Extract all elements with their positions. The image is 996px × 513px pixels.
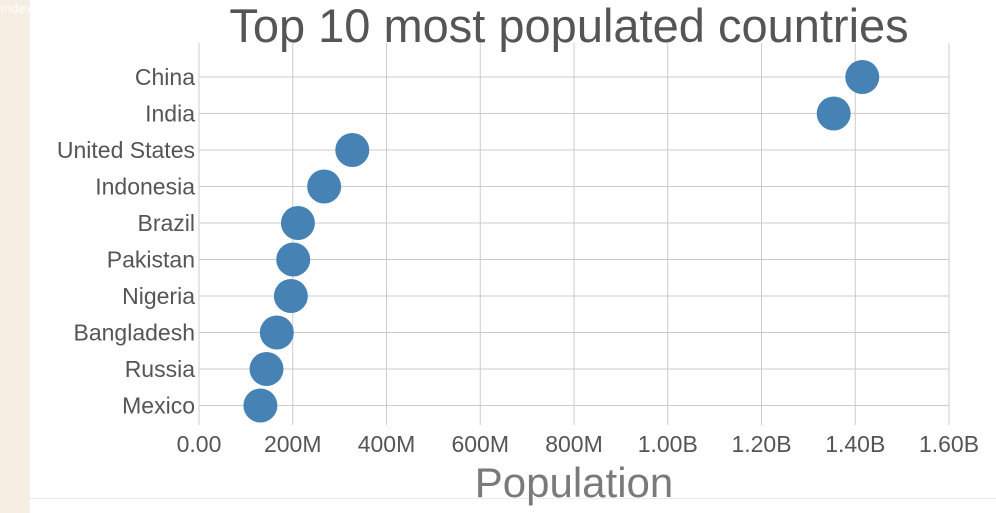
y-tick-label: Pakistan (107, 247, 195, 273)
x-tick-label: 1.00B (638, 431, 698, 457)
data-point (280, 206, 315, 240)
x-tick-label: 200M (264, 431, 322, 457)
background-tab-label: index (0, 2, 30, 16)
panel-bottom-strip (30, 498, 996, 513)
x-tick-label: 600M (451, 431, 509, 457)
x-axis-title: Population (475, 459, 674, 506)
data-point (259, 315, 294, 350)
x-tick-label: 1.20B (731, 431, 791, 457)
data-point (307, 169, 342, 204)
x-axis-labels: 0.00 200M 400M 600M 800M 1.00B 1.20B 1.40B 1.60B (177, 431, 979, 457)
y-tick-label: United States (57, 137, 195, 163)
x-tick-label: 800M (545, 431, 603, 457)
y-tick-label: Nigeria (122, 283, 195, 309)
x-tick-label: 1.40B (825, 431, 885, 457)
y-tick-label: Bangladesh (74, 320, 196, 346)
y-tick-label: Brazil (137, 210, 195, 236)
data-points (243, 60, 880, 423)
chart-title: Top 10 most populated countries (229, 0, 908, 52)
data-point (243, 388, 278, 423)
x-tick-label: 0.00 (177, 431, 222, 457)
y-axis-labels: China India United States Indonesia Brazil Pa… (57, 64, 195, 419)
data-point (273, 279, 308, 313)
chart-panel (30, 0, 996, 498)
data-point (845, 60, 880, 94)
data-point (276, 242, 311, 277)
y-tick-label: India (145, 101, 195, 127)
data-point (335, 133, 370, 167)
y-tick-label: Indonesia (95, 174, 195, 200)
y-tick-label: Mexico (122, 393, 195, 419)
x-tick-label: 1.60B (919, 431, 979, 457)
data-point (249, 352, 284, 386)
data-point (816, 96, 851, 131)
y-tick-label: China (135, 64, 195, 90)
y-tick-label: Russia (125, 356, 196, 382)
x-tick-label: 400M (358, 431, 416, 457)
